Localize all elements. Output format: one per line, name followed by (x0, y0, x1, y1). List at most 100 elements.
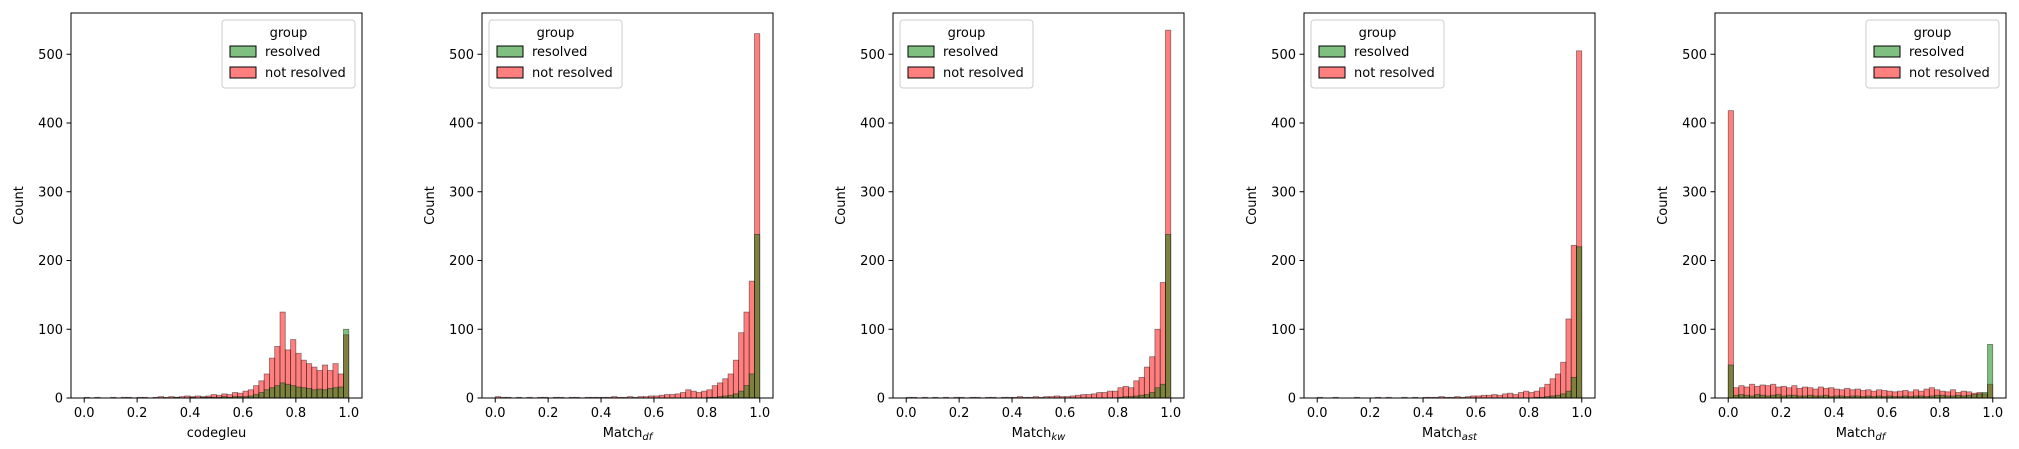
y-tick-label: 300 (860, 185, 885, 200)
y-tick-label: 400 (1682, 117, 1707, 132)
bar (1507, 392, 1514, 399)
bar (1544, 383, 1551, 399)
y-axis-label: Count (834, 186, 849, 225)
bar (1560, 393, 1567, 399)
bar (1133, 380, 1140, 399)
axes-frame (70, 12, 363, 399)
legend-swatch (1873, 45, 1901, 58)
legend-swatch (229, 45, 257, 58)
y-tick-label: 500 (449, 48, 474, 63)
bar (1554, 373, 1562, 399)
bar (295, 386, 302, 399)
bar (1576, 246, 1583, 399)
bar (343, 328, 350, 399)
bar (732, 393, 740, 399)
legend-label: not resolved (1354, 66, 1435, 81)
bar (669, 394, 676, 399)
bar (1727, 364, 1734, 399)
y-tick-label: 200 (860, 254, 885, 269)
bar (1159, 282, 1166, 399)
bar (1987, 343, 1994, 399)
bar (1570, 244, 1577, 399)
x-axis-label: Matchast (1422, 426, 1478, 443)
y-tick-label: 0 (1288, 392, 1296, 407)
x-tick-label: 0.8 (1519, 406, 1540, 421)
bar (290, 385, 297, 399)
bar (1570, 376, 1577, 399)
bar (754, 233, 761, 399)
bar (695, 392, 702, 399)
legend-title: group (1359, 26, 1397, 41)
x-tick-label: 0.4 (591, 406, 612, 421)
legend-label: resolved (265, 45, 320, 60)
bar (1502, 393, 1509, 399)
y-axis-label: Count (12, 186, 27, 225)
bar (1775, 394, 1782, 399)
bar (1143, 366, 1151, 399)
bar (1117, 387, 1124, 399)
bar (1528, 392, 1535, 399)
y-tick-label: 400 (860, 117, 885, 132)
y-tick-label: 200 (1682, 254, 1707, 269)
histogram-panel: 0 100 200 300 400 500 0.0 0.2 0.4 0.6 0.8 1.0 Count M… (423, 12, 774, 443)
bar (1727, 110, 1734, 399)
legend-label: not resolved (265, 66, 346, 81)
legend-swatch (907, 45, 935, 58)
bar (717, 382, 724, 399)
bar (1549, 378, 1556, 399)
bar (311, 389, 318, 399)
bar (748, 373, 755, 399)
histogram-panel: 0 100 200 300 400 500 0.0 0.2 0.4 0.6 0.8 1.0 Count M… (1656, 12, 2007, 443)
y-axis-label: Count (423, 186, 438, 225)
legend-label: not resolved (943, 66, 1024, 81)
y-tick-label: 300 (38, 185, 63, 200)
y-tick-label: 100 (860, 323, 885, 338)
y-tick-label: 300 (1271, 185, 1296, 200)
y-tick-label: 300 (449, 185, 474, 200)
bar (680, 392, 687, 399)
bar (1112, 390, 1119, 399)
histogram-panel: 0 100 200 300 400 500 0.0 0.2 0.4 0.6 0.8 1.0 Count M… (834, 12, 1185, 443)
bar (711, 385, 718, 399)
legend-swatch (229, 66, 257, 79)
x-tick-label: 1.0 (1160, 406, 1181, 421)
bar (701, 390, 708, 399)
bar (1159, 383, 1166, 399)
x-tick-label: 0.0 (1307, 406, 1328, 421)
y-tick-label: 0 (55, 392, 63, 407)
x-axis-label: codegleu (187, 426, 246, 441)
bar (300, 387, 307, 399)
bar (1976, 393, 1983, 399)
x-axis-label-main: Match (1422, 426, 1462, 441)
x-tick-label: 0.8 (1930, 406, 1951, 421)
y-tick-label: 0 (466, 392, 474, 407)
bar (674, 393, 681, 399)
x-axis-label: Matchdf (1836, 426, 1887, 443)
x-tick-label: 0.8 (286, 406, 307, 421)
bar (738, 332, 745, 399)
bar (253, 394, 260, 399)
bar (1091, 393, 1098, 399)
x-tick-label: 0.2 (1771, 406, 1792, 421)
legend-swatch (907, 66, 935, 79)
x-tick-label: 0.8 (1108, 406, 1129, 421)
bar (1149, 392, 1156, 399)
x-tick-label: 1.0 (749, 406, 770, 421)
bar (1981, 392, 1988, 399)
legend-swatch (496, 66, 524, 79)
x-tick-label: 1.0 (338, 406, 359, 421)
legend-label: not resolved (1909, 66, 1990, 81)
legend-label: resolved (532, 45, 587, 60)
axes-frame (1714, 12, 2007, 399)
x-tick-label: 0.0 (896, 406, 917, 421)
x-axis-label-main: Match (1836, 426, 1876, 441)
bar (1149, 356, 1156, 399)
bar (269, 387, 276, 399)
bar (1565, 390, 1572, 399)
bar (727, 373, 734, 399)
bar (1971, 394, 1978, 399)
y-tick-label: 100 (1271, 323, 1296, 338)
bar (1491, 394, 1498, 399)
bar (1143, 394, 1151, 399)
bar (1523, 390, 1530, 399)
